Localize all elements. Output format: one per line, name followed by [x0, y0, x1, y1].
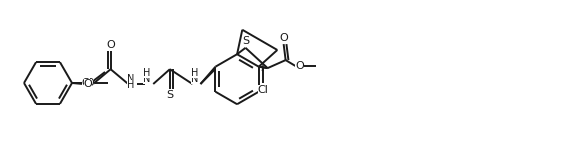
Text: H: H — [142, 68, 150, 78]
Text: S: S — [166, 90, 173, 100]
Text: N: N — [191, 74, 198, 83]
Text: O: O — [279, 33, 288, 43]
Text: H: H — [127, 80, 134, 90]
Text: H: H — [191, 68, 198, 78]
Text: N: N — [127, 74, 134, 83]
Text: O: O — [84, 79, 92, 89]
Text: O: O — [86, 78, 95, 88]
Text: Cl: Cl — [258, 85, 269, 95]
Text: O: O — [296, 61, 304, 71]
Text: S: S — [242, 36, 249, 46]
Text: O: O — [106, 40, 115, 50]
Text: O: O — [82, 78, 91, 88]
Text: N: N — [142, 74, 150, 83]
